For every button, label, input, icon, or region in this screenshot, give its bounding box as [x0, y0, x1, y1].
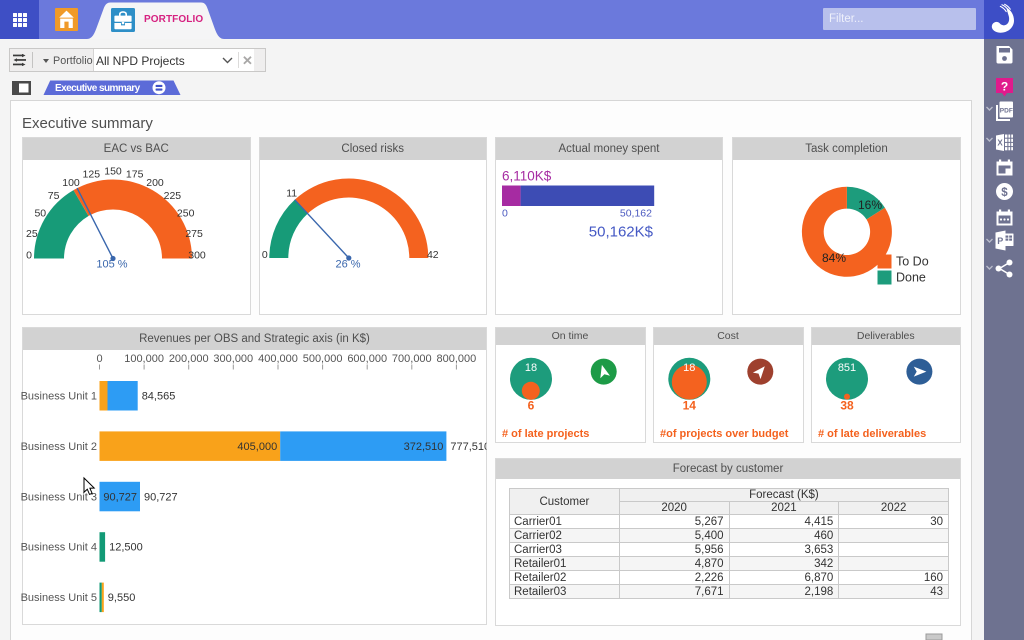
svg-text:?: ? — [1001, 80, 1008, 94]
svg-text:X: X — [997, 139, 1003, 148]
svg-text:$: $ — [1001, 187, 1008, 199]
svg-text:P: P — [997, 236, 1003, 246]
svg-text:PDF: PDF — [1000, 108, 1013, 115]
